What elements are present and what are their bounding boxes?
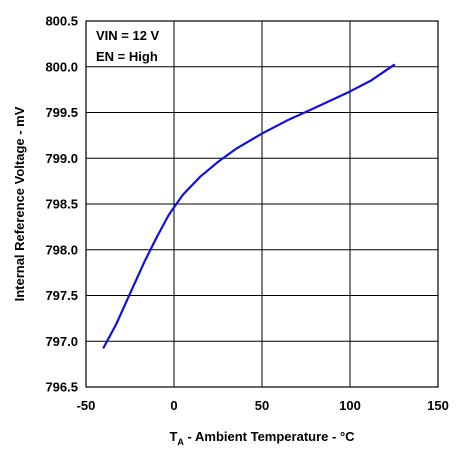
y-tick-label: 797.5 [45, 288, 78, 303]
x-tick-label: 0 [170, 398, 177, 413]
y-axis-ticks: 796.5 797.0 797.5 798.0 798.5 799.0 799.5 800.0… [45, 14, 78, 395]
y-tick-label: 797.0 [45, 334, 78, 349]
x-axis-label: TA - Ambient Temperature - °C [169, 429, 355, 447]
x-axis-ticks: -50 0 50 100 150 [77, 398, 449, 413]
series-line [102, 63, 396, 349]
series-layer [102, 63, 396, 349]
x-tick-label: 150 [427, 398, 449, 413]
annotations: VIN = 12 V EN = High [96, 28, 160, 64]
x-axis-label-main: T [169, 429, 177, 444]
condition-annotation: EN = High [96, 49, 158, 64]
y-tick-label: 798.5 [45, 197, 78, 212]
y-tick-label: 799.5 [45, 105, 78, 120]
x-axis-label-rest: - Ambient Temperature - °C [184, 429, 355, 444]
y-tick-label: 796.5 [45, 380, 78, 395]
x-tick-label: 100 [339, 398, 361, 413]
x-tick-label: -50 [77, 398, 96, 413]
y-axis-label: Internal Reference Voltage - mV [12, 106, 27, 301]
x-axis-label-subscript: A [177, 437, 184, 447]
y-tick-label: 798.0 [45, 242, 78, 257]
x-tick-label: 50 [255, 398, 269, 413]
y-tick-label: 799.0 [45, 151, 78, 166]
gridlines [85, 20, 439, 388]
condition-annotation: VIN = 12 V [96, 28, 160, 43]
plot-area [85, 20, 439, 388]
y-tick-label: 800.5 [45, 14, 78, 29]
y-tick-label: 800.0 [45, 59, 78, 74]
